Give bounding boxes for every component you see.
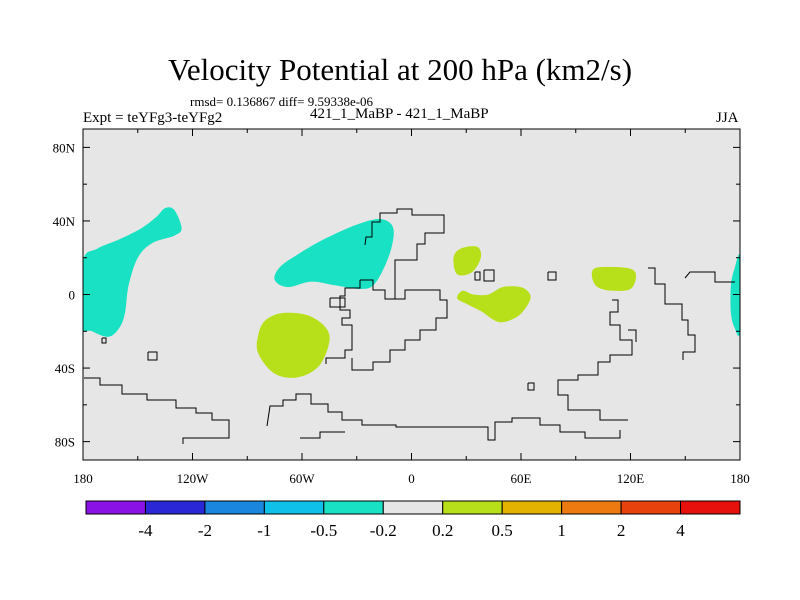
- coastline-antarctica: [266, 393, 621, 441]
- x-tick-label: 120W: [177, 471, 210, 486]
- colorbar-label: 2: [617, 521, 626, 540]
- anomaly-regions: [83, 207, 740, 378]
- colorbar-box-5: [382, 500, 444, 515]
- colorbar-box-0: [85, 500, 146, 515]
- anomaly-region-6: [457, 286, 531, 323]
- colorbar-label: 0.2: [432, 521, 453, 540]
- run-label: 421_1_MaBP - 421_1_MaBP: [310, 106, 489, 122]
- experiment-label: Expt = teYFg3-teYFg2: [83, 110, 223, 126]
- coastline-antarctica-peninsula: [300, 431, 345, 439]
- colorbar-label: -0.5: [310, 521, 337, 540]
- colorbar-box-8: [561, 500, 622, 515]
- x-tick-label: 0: [408, 471, 415, 486]
- coastline-eurasia: [360, 208, 445, 300]
- colorbar-label: 4: [676, 521, 685, 540]
- anomaly-region-4: [256, 312, 330, 378]
- anomaly-region-2: [83, 320, 89, 332]
- anomaly-region-7: [591, 266, 636, 291]
- colorbar-label: 1: [557, 521, 566, 540]
- coastline-australia: [557, 299, 633, 421]
- coastline-arabia: [483, 269, 495, 282]
- colorbar-box-2: [204, 500, 265, 515]
- colorbar-label: 0.5: [492, 521, 513, 540]
- colorbar-label: -4: [138, 521, 153, 540]
- colorbar-box-10: [680, 500, 741, 515]
- y-tick-label: 40N: [53, 214, 76, 229]
- colorbar: -4 -2 -1 -0.5 -0.2 0.2 0.5 1 2 4: [85, 500, 741, 540]
- coastline-pacific-islands: [648, 267, 696, 360]
- x-tick-label: 180: [73, 471, 93, 486]
- coastline-south-america: [101, 337, 107, 344]
- coastlines: [84, 208, 735, 444]
- coastline-east-asia: [628, 329, 637, 342]
- colorbar-box-1: [144, 500, 206, 515]
- anomaly-region-1: [274, 219, 394, 290]
- anomaly-region-5: [453, 246, 482, 276]
- coastline-africa-east: [351, 289, 448, 371]
- coastline-south-america-2: [147, 351, 158, 361]
- season-label: JJA: [716, 110, 739, 126]
- map-background: [83, 129, 740, 460]
- colorbar-box-6: [442, 500, 503, 515]
- y-tick-label: 0: [69, 288, 76, 303]
- colorbar-box-3: [263, 500, 325, 515]
- colorbar-label: -2: [198, 521, 212, 540]
- y-tick-label: 80S: [55, 435, 75, 450]
- colorbar-label: -0.2: [370, 521, 397, 540]
- x-tick-label: 180: [730, 471, 750, 486]
- x-tick-label: 60W: [289, 471, 315, 486]
- colorbar-box-4: [323, 500, 384, 515]
- y-tick-label: 80N: [53, 140, 76, 155]
- coastline-nz: [684, 271, 735, 283]
- colorbar-label: -1: [257, 521, 271, 540]
- coastline-madagascar: [527, 382, 535, 391]
- anomaly-region-0: [83, 207, 182, 337]
- coastline-caribbean: [329, 297, 346, 308]
- stats-label: rmsd= 0.136867 diff= 9.59338e-06: [190, 94, 374, 109]
- colorbar-box-9: [620, 500, 682, 515]
- anomaly-region-3: [730, 254, 740, 337]
- coastline-india: [547, 271, 557, 281]
- coastline-africa-west: [325, 280, 361, 364]
- x-tick-label: 120E: [617, 471, 645, 486]
- axes: 180 120W 60W 0 60E 120E 180 80S 40S 0 40N 80N: [53, 129, 750, 486]
- colorbar-box-7: [501, 500, 563, 515]
- y-tick-label: 40S: [55, 361, 75, 376]
- chart-title: Velocity Potential at 200 hPa (km2/s): [167, 52, 633, 87]
- coastline-east-africa-isles: [474, 271, 481, 281]
- x-tick-label: 60E: [511, 471, 532, 486]
- coastline-south-atlantic: [84, 377, 230, 444]
